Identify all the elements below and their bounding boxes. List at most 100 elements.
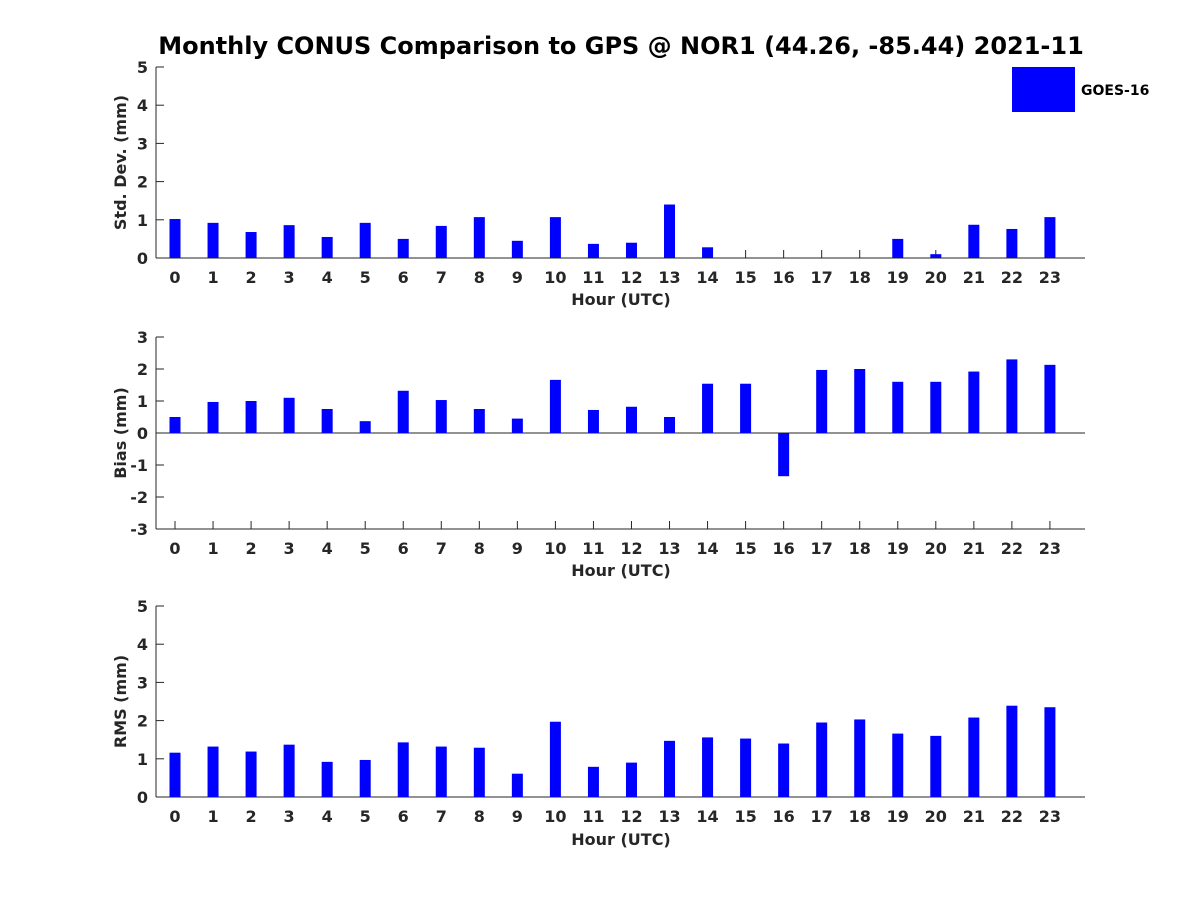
y-tick-label: 0 xyxy=(137,788,148,807)
x-tick-label: 14 xyxy=(696,268,718,287)
bar-hour-13 xyxy=(664,204,676,258)
x-tick-label: 0 xyxy=(169,268,180,287)
bar-hour-13 xyxy=(664,740,676,797)
x-tick-label: 15 xyxy=(734,807,756,826)
bar-hour-14 xyxy=(702,737,714,797)
bar-hour-11 xyxy=(587,243,599,258)
x-tick-label: 17 xyxy=(811,268,833,287)
y-tick-label: 2 xyxy=(137,712,148,731)
x-axis-label: Hour (UTC) xyxy=(571,830,671,849)
bar-hour-6 xyxy=(397,742,409,797)
x-tick-label: 10 xyxy=(544,539,566,558)
bar-hour-0 xyxy=(169,752,181,797)
x-tick-label: 10 xyxy=(544,268,566,287)
x-tick-label: 20 xyxy=(925,539,947,558)
bar-hour-20 xyxy=(930,735,942,797)
x-tick-label: 14 xyxy=(696,807,718,826)
bar-hour-11 xyxy=(587,766,599,797)
x-tick-label: 22 xyxy=(1001,807,1023,826)
y-tick-label: -2 xyxy=(130,488,148,507)
x-tick-label: 8 xyxy=(474,539,485,558)
x-tick-label: 1 xyxy=(207,539,218,558)
bar-hour-21 xyxy=(968,371,980,433)
bar-hour-14 xyxy=(702,383,714,433)
y-tick-label: 5 xyxy=(137,58,148,77)
y-tick-label: 0 xyxy=(137,424,148,443)
x-tick-label: 21 xyxy=(963,807,985,826)
y-axis-label: Bias (mm) xyxy=(111,387,130,479)
x-axis-label: Hour (UTC) xyxy=(571,290,671,309)
x-tick-label: 18 xyxy=(849,268,871,287)
x-tick-label: 13 xyxy=(658,268,680,287)
x-tick-label: 4 xyxy=(322,539,333,558)
bar-hour-14 xyxy=(702,247,714,258)
x-tick-label: 11 xyxy=(582,539,604,558)
x-tick-label: 21 xyxy=(963,539,985,558)
bar-hour-5 xyxy=(359,759,371,797)
y-axis-label: RMS (mm) xyxy=(111,655,130,748)
x-tick-label: 9 xyxy=(512,268,523,287)
x-tick-label: 21 xyxy=(963,268,985,287)
y-tick-label: 1 xyxy=(137,392,148,411)
bar-hour-22 xyxy=(1006,705,1018,797)
y-tick-label: 1 xyxy=(137,750,148,769)
x-tick-label: 7 xyxy=(436,539,447,558)
bar-hour-8 xyxy=(473,409,485,433)
x-tick-label: 16 xyxy=(773,539,795,558)
x-tick-label: 13 xyxy=(658,807,680,826)
bar-hour-20 xyxy=(930,254,942,258)
bar-hour-6 xyxy=(397,238,409,258)
bar-hour-16 xyxy=(778,743,790,797)
bar-hour-0 xyxy=(169,417,181,433)
x-tick-label: 22 xyxy=(1001,539,1023,558)
bar-hour-12 xyxy=(625,762,637,797)
y-tick-label: 3 xyxy=(137,328,148,347)
bar-hour-11 xyxy=(587,409,599,433)
x-tick-label: 19 xyxy=(887,539,909,558)
x-tick-label: 2 xyxy=(246,539,257,558)
x-tick-label: 15 xyxy=(734,539,756,558)
y-tick-label: 1 xyxy=(137,211,148,230)
bar-hour-1 xyxy=(207,746,219,797)
x-axis-label: Hour (UTC) xyxy=(571,561,671,580)
bar-hour-12 xyxy=(625,406,637,433)
y-tick-label: 2 xyxy=(137,360,148,379)
y-tick-label: 4 xyxy=(137,96,148,115)
x-tick-label: 9 xyxy=(512,539,523,558)
y-tick-label: 0 xyxy=(137,249,148,268)
x-tick-label: 5 xyxy=(360,268,371,287)
bar-hour-18 xyxy=(854,369,866,433)
bar-hour-10 xyxy=(549,379,561,433)
x-tick-label: 10 xyxy=(544,807,566,826)
bar-hour-23 xyxy=(1044,364,1056,433)
x-tick-label: 3 xyxy=(284,268,295,287)
bar-hour-12 xyxy=(625,242,637,258)
bar-hour-17 xyxy=(816,369,828,433)
bar-hour-3 xyxy=(283,397,295,433)
bar-hour-4 xyxy=(321,409,333,433)
bar-hour-13 xyxy=(664,417,676,433)
bar-hour-19 xyxy=(892,733,904,797)
x-tick-label: 14 xyxy=(696,539,718,558)
bar-hour-19 xyxy=(892,381,904,433)
x-tick-label: 4 xyxy=(322,807,333,826)
x-tick-label: 20 xyxy=(925,268,947,287)
x-tick-label: 13 xyxy=(658,539,680,558)
y-tick-label: 5 xyxy=(137,597,148,616)
legend-label: GOES-16 xyxy=(1081,83,1149,99)
bar-hour-1 xyxy=(207,222,219,258)
x-tick-label: 23 xyxy=(1039,807,1061,826)
x-tick-label: 3 xyxy=(284,807,295,826)
bar-hour-23 xyxy=(1044,217,1056,258)
bar-hour-20 xyxy=(930,381,942,433)
bar-hour-0 xyxy=(169,219,181,258)
x-tick-label: 12 xyxy=(620,268,642,287)
x-tick-label: 11 xyxy=(582,807,604,826)
bar-hour-21 xyxy=(968,717,980,797)
x-tick-label: 18 xyxy=(849,807,871,826)
bar-hour-2 xyxy=(245,751,257,797)
bar-hour-15 xyxy=(740,738,752,797)
